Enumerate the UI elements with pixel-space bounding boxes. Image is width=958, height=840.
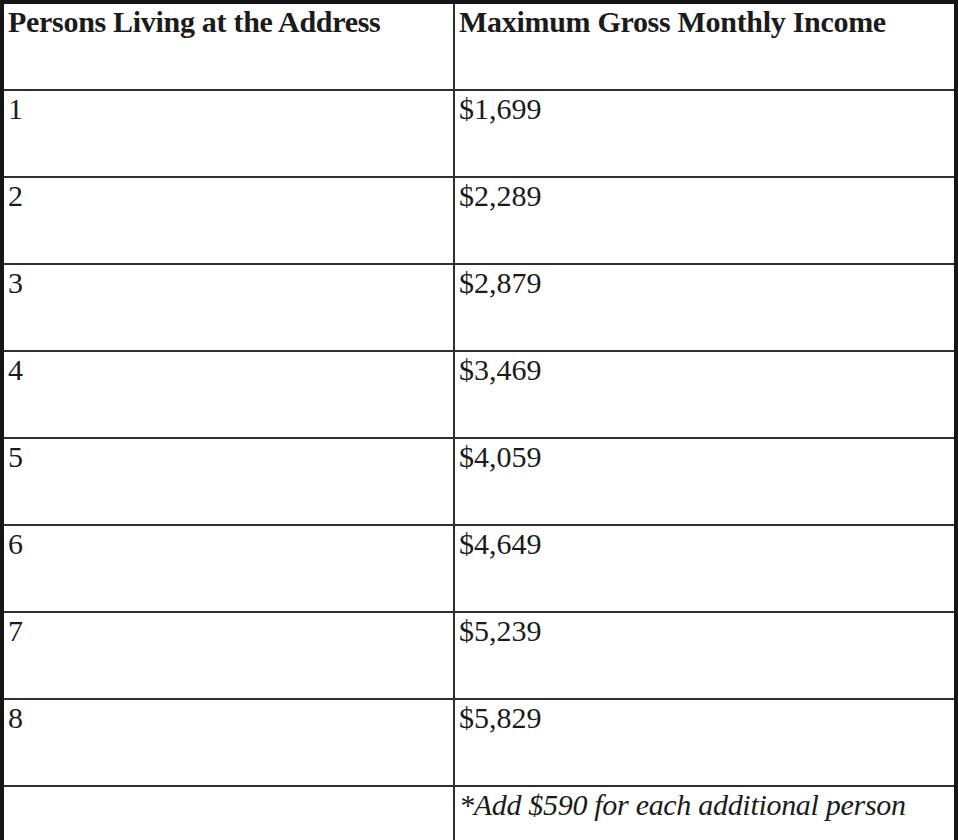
persons-cell: 2 <box>2 177 454 264</box>
income-cell: $5,239 <box>454 612 956 699</box>
table-row: 8$5,829 <box>2 699 956 786</box>
column-header-income: Maximum Gross Monthly Income <box>454 2 956 90</box>
income-cell: $4,059 <box>454 438 956 525</box>
header-row: Persons Living at the Address Maximum Gr… <box>2 2 956 90</box>
persons-cell: 7 <box>2 612 454 699</box>
column-header-persons: Persons Living at the Address <box>2 2 454 90</box>
footer-empty-cell <box>2 786 454 840</box>
table-row: 3$2,879 <box>2 264 956 351</box>
persons-cell: 5 <box>2 438 454 525</box>
table-row: 7$5,239 <box>2 612 956 699</box>
table-row: 4$3,469 <box>2 351 956 438</box>
table-body: 1$1,6992$2,2893$2,8794$3,4695$4,0596$4,6… <box>2 90 956 786</box>
table-row: 2$2,289 <box>2 177 956 264</box>
persons-cell: 8 <box>2 699 454 786</box>
income-cell: $4,649 <box>454 525 956 612</box>
footer-note: *Add $590 for each additional person <box>454 786 956 840</box>
persons-cell: 1 <box>2 90 454 177</box>
footer-row: *Add $590 for each additional person <box>2 786 956 840</box>
income-cell: $2,879 <box>454 264 956 351</box>
persons-cell: 3 <box>2 264 454 351</box>
income-cell: $2,289 <box>454 177 956 264</box>
income-cell: $3,469 <box>454 351 956 438</box>
persons-cell: 4 <box>2 351 454 438</box>
table-row: 5$4,059 <box>2 438 956 525</box>
table-row: 1$1,699 <box>2 90 956 177</box>
income-cell: $5,829 <box>454 699 956 786</box>
persons-cell: 6 <box>2 525 454 612</box>
income-cell: $1,699 <box>454 90 956 177</box>
income-limits-table: Persons Living at the Address Maximum Gr… <box>0 0 958 840</box>
table-row: 6$4,649 <box>2 525 956 612</box>
